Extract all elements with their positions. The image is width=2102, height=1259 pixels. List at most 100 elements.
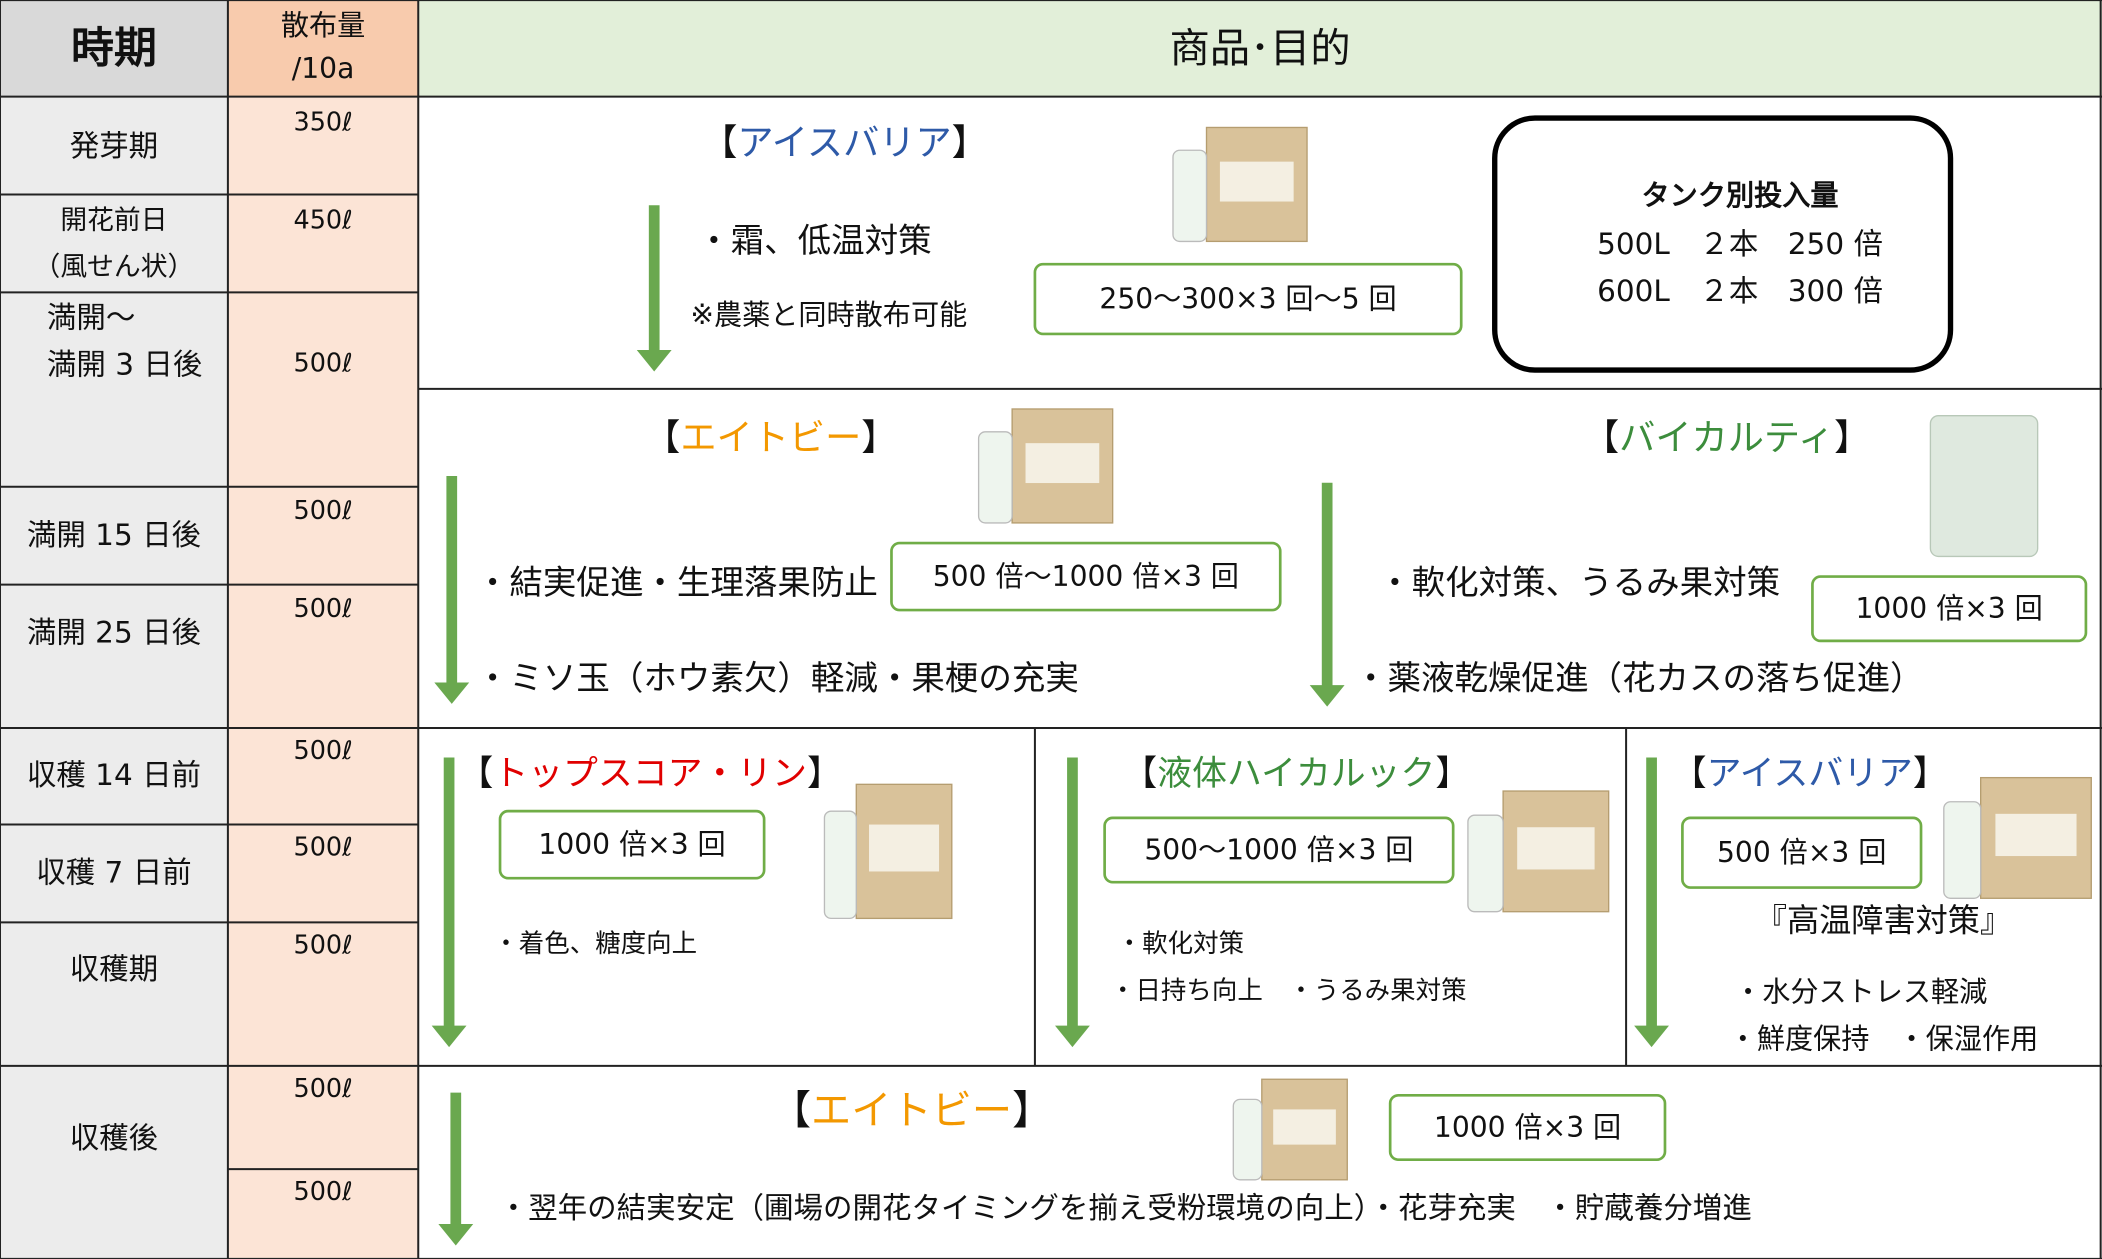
dose: 500～1000 倍×3 回: [1144, 833, 1413, 866]
product-bottle: [1232, 1098, 1263, 1181]
product-bottle: [1172, 149, 1208, 243]
dose-box: [1681, 816, 1923, 889]
arrow-head: [434, 682, 470, 704]
point: ・ミソ玉（ホウ素欠）軽減・果梗の充実: [476, 658, 1079, 697]
brand: エイトビー: [680, 416, 861, 459]
bracket: 【: [644, 416, 680, 459]
tank-line: 500L ２本 250 倍: [1597, 227, 1883, 261]
bracket: 【: [1122, 754, 1157, 794]
bracket: 【: [771, 1088, 811, 1134]
dose: 1000 倍×3 回: [1434, 1111, 1621, 1144]
dose: 500 倍×3 回: [1717, 836, 1886, 869]
dose-box: [1103, 816, 1455, 884]
product-label: [1219, 161, 1294, 202]
bracket: 】: [861, 416, 897, 459]
product-label: [869, 824, 940, 872]
bracket: 【: [701, 121, 737, 164]
arrow-head: [438, 1224, 474, 1246]
brand: アイスバリア: [1707, 754, 1913, 794]
brand: アイスバリア: [737, 121, 951, 164]
bracket: 】: [1012, 1088, 1052, 1134]
point: ・薬液乾燥促進（花カスの落ち促進）: [1354, 658, 1924, 697]
product-name: 【エイトビー】: [771, 1088, 1052, 1134]
product-label: [1025, 443, 1100, 484]
point: ・結実促進・生理落果防止: [476, 563, 878, 602]
bracket: 【: [459, 754, 494, 794]
product-name: 【バイカルティ】: [1583, 416, 1870, 459]
point: ・鮮度保持 ・保湿作用: [1729, 1022, 2039, 1055]
arrow-head: [431, 1025, 467, 1048]
point: ・軟化対策: [1117, 929, 1244, 959]
period-label: 満開～: [47, 301, 135, 335]
point: ・霜、低温対策: [697, 221, 932, 260]
bracket: 【: [1583, 416, 1619, 459]
dose-box: [1811, 575, 2088, 643]
product-label: [1517, 827, 1595, 870]
tank-title: タンク別投入量: [1642, 179, 1839, 212]
header-period: 時期: [71, 24, 157, 74]
product-name: 【トップスコア・リン】: [459, 754, 842, 794]
amount-label: 450ℓ: [294, 205, 353, 235]
product-label: [1273, 1109, 1336, 1145]
period-label: 収穫期: [70, 952, 158, 986]
period-label: 発芽期: [70, 129, 158, 163]
product-bag: [1929, 415, 2039, 558]
header-amount: 散布量: [281, 9, 365, 42]
point: ・着色、糖度向上: [493, 929, 697, 959]
point: ・軟化対策、うるみ果対策: [1378, 563, 1780, 602]
period-label: 開花前日: [60, 205, 167, 236]
tank-box: [1492, 115, 1954, 373]
period-label: 満開 3 日後: [47, 348, 202, 382]
amount-label: 500ℓ: [294, 1074, 353, 1104]
header-cell: [418, 0, 2102, 97]
amount-label: 500ℓ: [294, 594, 353, 624]
header-cell: [227, 0, 419, 97]
period-label: 満開 15 日後: [27, 518, 201, 552]
bracket: 】: [1435, 754, 1470, 794]
dose-box: [890, 541, 1282, 612]
brand: エイトビー: [811, 1088, 1012, 1134]
period-label: 収穫 14 日前: [27, 758, 201, 792]
tank-line: 600L ２本 300 倍: [1597, 274, 1883, 308]
header-cell: [0, 0, 228, 97]
header-product: 商品･目的: [1170, 26, 1351, 72]
amount-label: 500ℓ: [294, 736, 353, 766]
amount-label: 500ℓ: [294, 931, 353, 961]
product-bottle: [977, 431, 1013, 524]
arrow-head: [636, 349, 672, 372]
period-label: 収穫 7 日前: [36, 856, 191, 890]
dose-box: [1033, 262, 1463, 336]
arrow-head: [1309, 685, 1345, 707]
highlight: 『高温障害対策』: [1755, 901, 2012, 939]
brand: トップスコア・リン: [493, 754, 807, 794]
note: ※農薬と同時散布可能: [690, 298, 967, 331]
header-amount: /10a: [292, 52, 355, 85]
amount-label: 500ℓ: [294, 349, 353, 379]
product-label: [1995, 813, 2077, 857]
bracket: 】: [952, 121, 988, 164]
bracket: 【: [1672, 754, 1707, 794]
product-name: 【液体ハイカルック】: [1122, 754, 1470, 794]
brand: バイカルティ: [1619, 416, 1834, 459]
dose: 500 倍～1000 倍×3 回: [933, 560, 1239, 593]
point: ・水分ストレス軽減: [1734, 975, 1987, 1008]
bracket: 】: [807, 754, 842, 794]
arrow-head: [1634, 1025, 1669, 1048]
bracket: 】: [1913, 754, 1948, 794]
amount-label: 500ℓ: [294, 833, 353, 863]
arrow-head: [1055, 1025, 1090, 1048]
bracket: 】: [1834, 416, 1870, 459]
amount-label: 500ℓ: [294, 496, 353, 526]
dose: 1000 倍×3 回: [1856, 592, 2043, 625]
period-label: 満開 25 日後: [27, 616, 201, 650]
dose-box: [498, 809, 766, 880]
product-bottle: [1467, 814, 1504, 913]
period-label: 収穫後: [70, 1121, 158, 1155]
product-images: [823, 126, 2092, 1181]
dose: 1000 倍×3 回: [538, 828, 725, 861]
point: ・翌年の結実安定（圃場の開花タイミングを揃え受粉環境の向上）・花芽充実 ・貯蔵養…: [499, 1191, 1752, 1225]
product-bottle: [823, 810, 857, 920]
dose: 250～300×3 回～5 回: [1099, 282, 1396, 315]
